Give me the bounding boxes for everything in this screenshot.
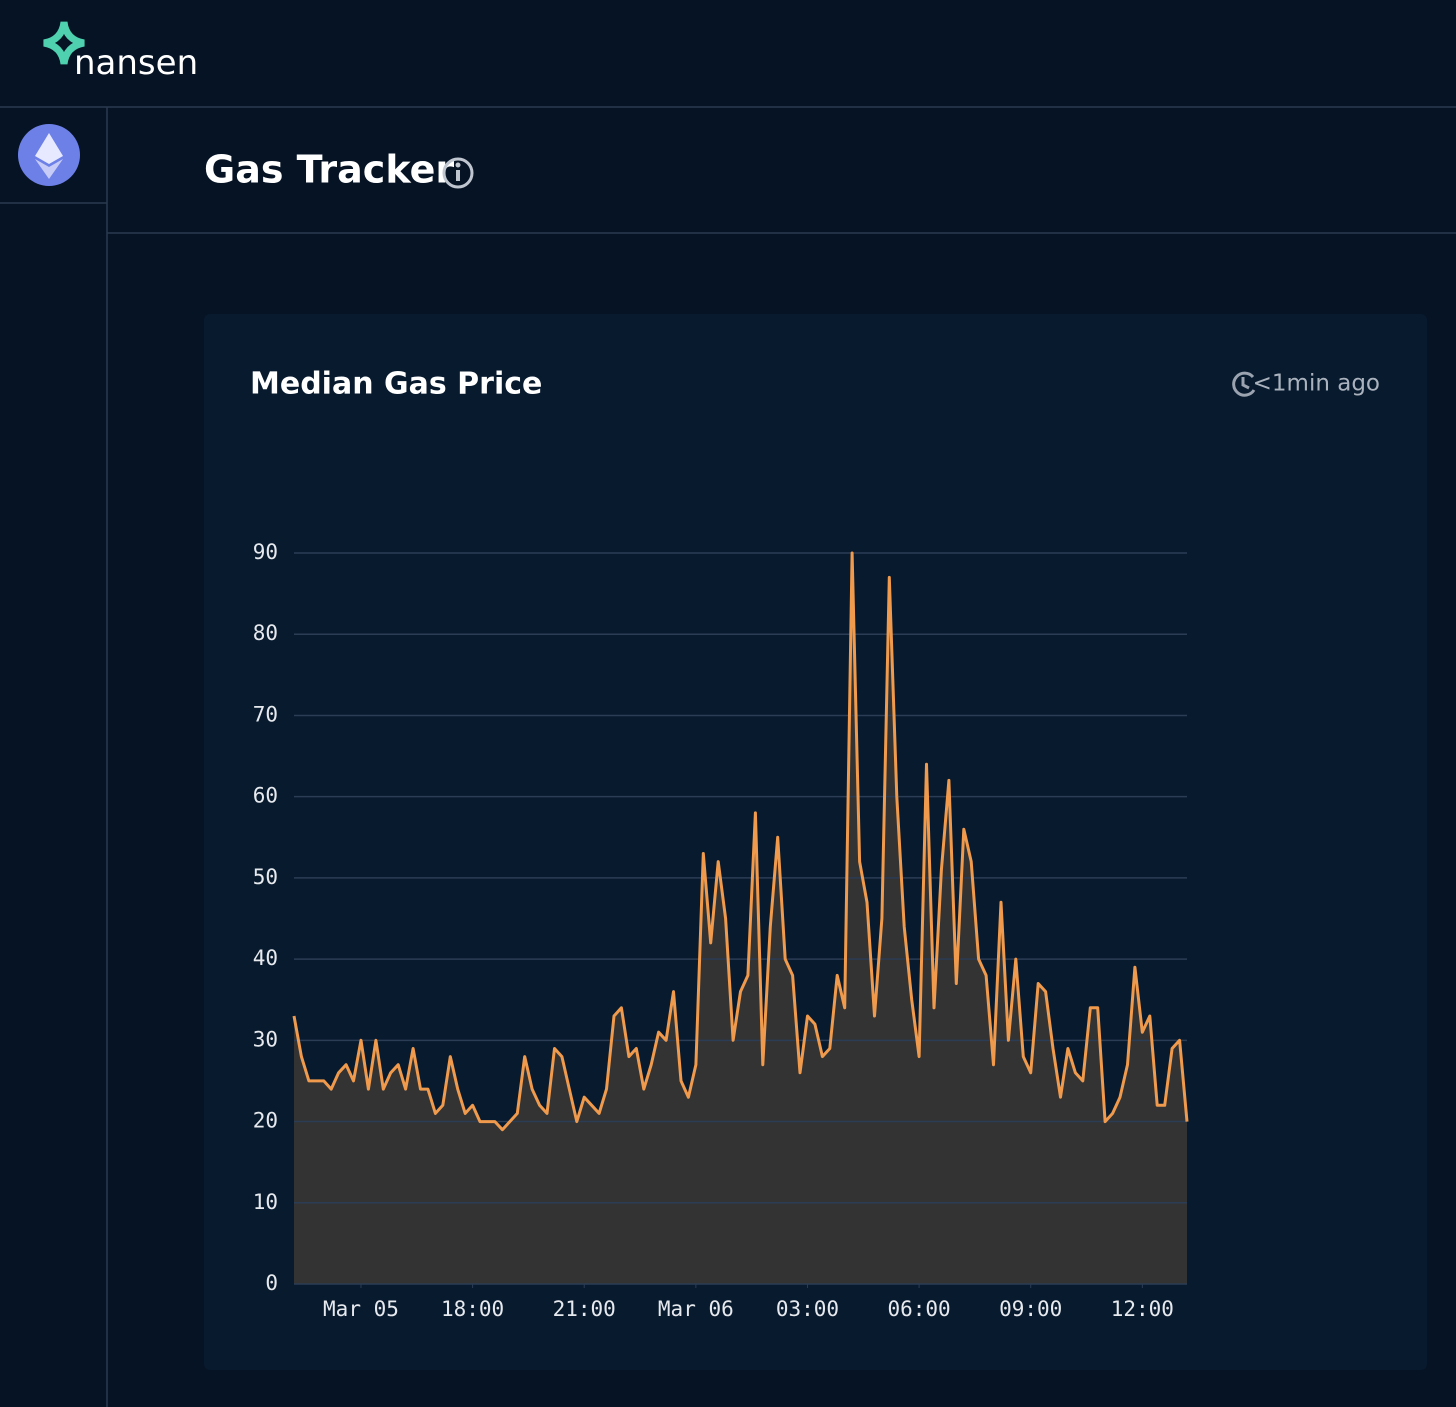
x-tick-label: 06:00 [887,1297,950,1321]
area-fill [294,553,1187,1284]
y-tick-label: 40 [253,946,278,970]
y-tick-label: 80 [253,621,278,645]
y-tick-label: 30 [253,1027,278,1051]
plot: 0 10 20 30 40 50 60 70 80 90 Mar 05 18:00 21:00 Mar 0… [253,540,1189,1321]
line [292,551,1189,1132]
x-tick-label: Mar 06 [658,1297,734,1321]
x-tick-label: 12:00 [1111,1297,1174,1321]
logo-text: nansen [74,43,198,83]
x-tick-label: Mar 05 [323,1297,399,1321]
eth-icon[interactable] [18,124,80,186]
info-circle[interactable] [442,157,474,189]
page-title: Gas Tracker [204,148,454,192]
y-tick-label: 10 [253,1190,278,1214]
refresh-icon[interactable] [1232,371,1256,397]
eth-bottom[interactable] [35,159,63,179]
x-tick-label: 03:00 [776,1297,839,1321]
chart-title: Median Gas Price [250,367,542,402]
refresh-arc[interactable] [1232,371,1256,397]
eth-top[interactable] [35,133,63,164]
info-icon[interactable] [442,157,474,189]
refresh-hands[interactable] [1241,377,1250,390]
y-tick-label: 50 [253,865,278,889]
x-tick-label: 21:00 [553,1297,616,1321]
x-tick-label: 09:00 [999,1297,1062,1321]
info-dot[interactable] [455,162,461,168]
x-tick-label: 18:00 [441,1297,504,1321]
info-stem[interactable] [456,170,460,181]
logo-icon [43,21,85,65]
y-tick-label: 0 [265,1271,278,1295]
y-tick-label: 70 [253,702,278,726]
y-tick-label: 90 [253,540,278,564]
updated-label: <1min ago [1253,371,1380,397]
y-tick-label: 60 [253,784,278,808]
y-tick-label: 20 [253,1109,278,1133]
